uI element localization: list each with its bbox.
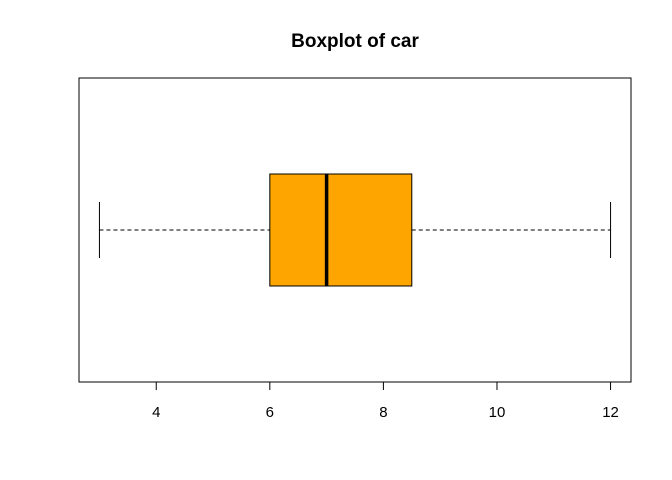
x-tick-label: 8 [379,404,387,421]
x-tick-label: 4 [152,404,160,421]
x-axis: 4 6 8 10 12 [152,381,619,421]
x-tick-label: 12 [602,404,619,421]
iqr-box [269,173,413,287]
chart-title: Boxplot of car [291,31,419,52]
x-tick-label: 10 [489,404,506,421]
boxplot-marks [98,173,612,287]
x-tick-label: 6 [266,404,274,421]
